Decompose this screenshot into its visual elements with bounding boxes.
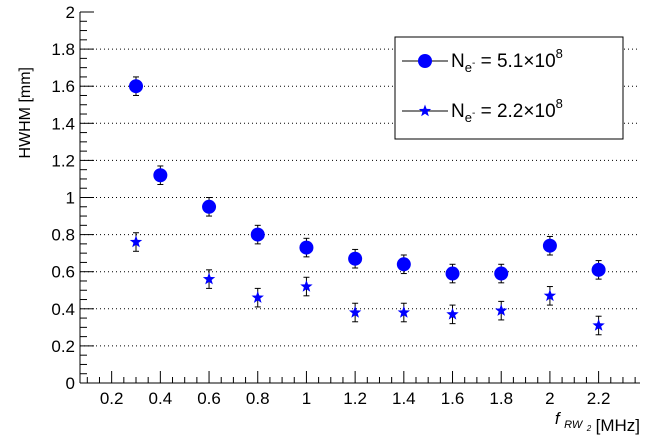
x-tick-label: 1.8 [489,389,513,408]
x-axis-unit: [MHz] [596,416,640,435]
x-axis-title: f RW 2 [MHz] [555,409,640,435]
series-1-point-0 [129,79,143,94]
y-tick-label: 2 [66,3,75,22]
series-2-point-8 [543,289,557,302]
series-1-point-8 [494,266,509,281]
series-1-point-5 [348,251,363,266]
series-2-point-3 [300,280,313,292]
y-tick-label: 1.4 [51,114,75,133]
x-tick-label: 0.8 [246,389,270,408]
y-tick-label: 0.6 [51,263,75,282]
x-tick-label: 0.2 [100,389,124,408]
series-2-point-4 [348,306,362,318]
x-tick-label: 0.4 [149,389,173,408]
x-tick-label: 1.6 [441,389,465,408]
x-tick-label: 1.4 [392,389,416,408]
series-1-point-3 [250,227,265,242]
y-tick-label: 1.8 [51,40,75,59]
y-tick-label: 0.2 [51,337,75,356]
y-tick-label: 1.2 [51,151,75,170]
series-2-point-6 [446,307,459,320]
legend-label-2: Ne- = 2.2×108 [451,96,563,125]
series-1-point-10 [591,262,606,277]
legend-label-1: Ne- = 5.1×108 [451,46,563,75]
series-2-point-7 [495,304,508,316]
y-tick-labels: 0 0.2 0.4 0.6 0.8 1 1.2 1.4 1.6 1.8 2 [51,3,75,393]
y-tick-label: 1 [66,189,75,208]
x-tick-label: 2.2 [587,389,611,408]
series-1-point-4 [299,240,314,255]
series-1-point-1 [153,168,168,183]
legend-entry-2: Ne- = 2.2×108 [402,96,563,125]
legend-box [394,36,624,140]
series-1-point-7 [445,266,460,281]
y-axis-title: HWHM [mm] [17,67,34,159]
x-axis-subsubscript: 2 [586,424,592,433]
grid [80,48,640,347]
series-2-point-0 [129,235,143,248]
x-axis-symbol: f [555,409,562,428]
legend-entry-1: Ne- = 5.1×108 [402,46,563,75]
series-2-stars [129,232,605,336]
x-tick-label: 1.2 [343,389,367,408]
axes [79,11,640,384]
legend-marker-circle [418,54,432,68]
x-tick-label: 2 [545,389,554,408]
x-tick-labels: 0.2 0.4 0.6 0.8 1 1.2 1.4 1.6 1.8 2 2.2 [100,389,611,408]
y-tick-label: 0.8 [51,226,75,245]
series-1-point-2 [202,199,217,214]
x-axis-subscript: RW [564,419,584,431]
series-2-point-2 [251,291,264,303]
y-tick-label: 1.6 [51,77,75,96]
y-tick-label: 0.4 [51,300,75,319]
series-2-point-5 [397,306,411,318]
series-2-point-9 [592,319,605,331]
series-1-point-6 [396,257,411,272]
legend-marker-star [418,104,432,117]
series-1-circles [129,76,606,284]
series-1-point-9 [542,238,557,253]
y-tick-label: 0 [66,374,75,393]
x-tick-label: 1 [302,389,311,408]
legend: Ne- = 5.1×108 Ne- = 2.2×108 [394,36,624,140]
series-2-point-1 [202,272,216,285]
x-tick-label: 0.6 [197,389,221,408]
